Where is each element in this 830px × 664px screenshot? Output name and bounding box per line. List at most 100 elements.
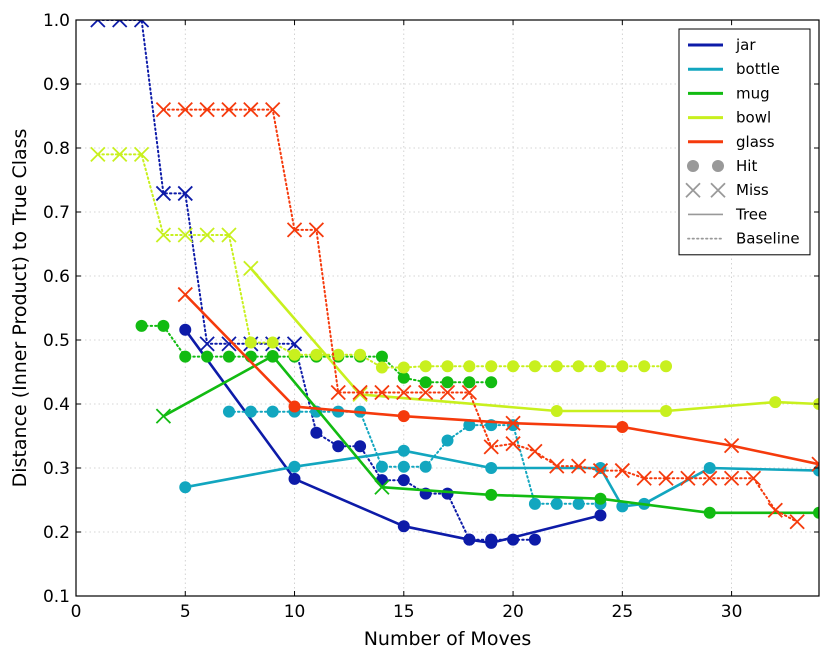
legend-label: Baseline — [736, 230, 800, 248]
data-point-bottle-hit — [179, 481, 192, 494]
data-point-mug-hit — [266, 350, 279, 362]
data-point-glass-miss — [745, 470, 762, 486]
data-point-glass-miss — [658, 470, 674, 486]
miss-stroke-b — [352, 386, 368, 403]
miss-stroke-b — [789, 514, 805, 530]
legend-item-bowl: bowl — [688, 109, 771, 127]
y-tick-label: 0.7 — [43, 203, 70, 223]
data-point-jar-hit — [332, 440, 345, 453]
miss-stroke-b — [155, 101, 172, 118]
y-tick-label: 1.0 — [43, 11, 70, 31]
data-point-glass-miss — [592, 462, 609, 479]
data-point-mug-hit — [441, 376, 454, 389]
legend-label: jar — [735, 36, 756, 54]
data-point-jar-hit — [179, 323, 192, 336]
data-point-bowl-miss — [352, 386, 368, 403]
data-point-jar-hit — [441, 487, 454, 500]
miss-stroke-b — [483, 439, 499, 455]
data-point-mug-hit — [485, 376, 498, 389]
miss-stroke-b — [133, 146, 150, 163]
data-point-bottle-hit — [528, 497, 541, 510]
data-point-jar-hit — [288, 472, 301, 485]
miss-stroke-b — [221, 101, 237, 118]
data-point-glass-miss — [286, 222, 303, 238]
series-bowl-baseline — [90, 146, 673, 374]
data-point-jar-miss — [221, 336, 237, 352]
miss-stroke-b — [418, 384, 434, 401]
data-point-glass-hit — [288, 400, 301, 413]
legend-item-bottle: bottle — [688, 60, 780, 78]
data-point-jar-hit — [397, 520, 410, 533]
data-point-glass-miss — [330, 384, 346, 401]
y-tick-label: 0.3 — [43, 459, 70, 479]
miss-stroke-b — [636, 470, 652, 486]
legend-item-jar: jar — [688, 36, 756, 54]
miss-stroke-b — [221, 227, 237, 243]
x-tick-label: 20 — [502, 602, 524, 622]
data-point-bottle-hit — [463, 419, 476, 432]
data-point-jar-hit — [594, 509, 607, 522]
data-point-bowl-hit — [572, 360, 585, 373]
legend-miss-marker — [710, 182, 726, 198]
miss-stroke-b — [723, 437, 740, 454]
legend-label: glass — [736, 133, 775, 151]
data-point-bottle-hit — [375, 460, 388, 473]
miss-stroke-b — [505, 436, 521, 452]
miss-stroke-b — [112, 146, 128, 163]
miss-stroke-b — [265, 101, 281, 118]
miss-stroke-b — [199, 101, 215, 118]
data-point-mug-hit — [485, 488, 498, 501]
y-tick-label: 0.4 — [43, 395, 70, 415]
miss-stroke-b — [527, 443, 543, 459]
data-point-bowl-hit — [397, 361, 410, 374]
data-point-bowl-hit — [332, 348, 345, 361]
y-axis-label: Distance (Inner Product) to True Class — [9, 129, 31, 488]
axis-ticks: 0 5 10 15 20 25 30 0.1 0.2 0.3 0.4 0.5 0.6 0.7 0.8 0.9 1… — [43, 11, 819, 622]
data-point-bottle-hit — [397, 444, 410, 457]
series-layer — [90, 20, 819, 549]
data-point-mug-hit — [157, 319, 170, 332]
legend-miss-marker — [685, 182, 701, 198]
data-point-bottle-hit — [616, 500, 629, 513]
legend-label: Miss — [736, 181, 769, 199]
data-point-bottle-hit — [594, 462, 607, 474]
data-point-glass-miss — [396, 384, 412, 401]
miss-stroke-b — [685, 182, 701, 198]
data-point-jar-miss — [199, 336, 215, 352]
miss-stroke-b — [308, 222, 325, 238]
miss-stroke-b — [243, 101, 259, 118]
data-point-glass-miss — [614, 462, 630, 479]
data-point-mug-hit — [594, 492, 607, 505]
data-point-bowl-hit — [550, 405, 563, 418]
data-point-bowl-hit — [266, 336, 279, 349]
series-bowl-tree — [243, 260, 819, 418]
data-point-bowl-miss — [243, 260, 259, 276]
data-point-mug-miss — [155, 408, 172, 424]
miss-stroke-b — [112, 20, 121, 28]
data-point-bowl-hit — [375, 361, 388, 374]
y-tick-label: 0.1 — [43, 587, 70, 607]
y-tick-label: 0.2 — [43, 523, 70, 543]
data-point-bowl-miss — [155, 227, 172, 243]
x-tick-label: 25 — [612, 602, 634, 622]
data-point-glass-miss — [221, 101, 237, 118]
data-point-bowl-hit — [528, 360, 541, 373]
data-point-bowl-hit — [441, 360, 454, 373]
data-point-glass-miss — [308, 222, 325, 238]
miss-stroke-b — [177, 101, 193, 118]
miss-stroke-b — [710, 182, 726, 198]
data-point-bowl-hit — [463, 360, 476, 373]
data-point-bottle-hit — [507, 419, 520, 432]
data-point-bottle-hit — [703, 462, 716, 474]
miss-stroke-a — [811, 456, 819, 466]
data-point-glass-miss — [549, 458, 565, 474]
data-point-glass-miss — [155, 101, 172, 118]
series-glass-tree — [177, 286, 819, 472]
x-tick-label: 30 — [721, 602, 743, 622]
series-glass-baseline — [155, 101, 805, 530]
x-tick-label: 0 — [71, 602, 82, 622]
y-tick-label: 0.9 — [43, 75, 70, 95]
miss-stroke-b — [592, 462, 609, 479]
data-point-bowl-miss — [90, 146, 106, 163]
series-jar-tree — [179, 323, 607, 549]
